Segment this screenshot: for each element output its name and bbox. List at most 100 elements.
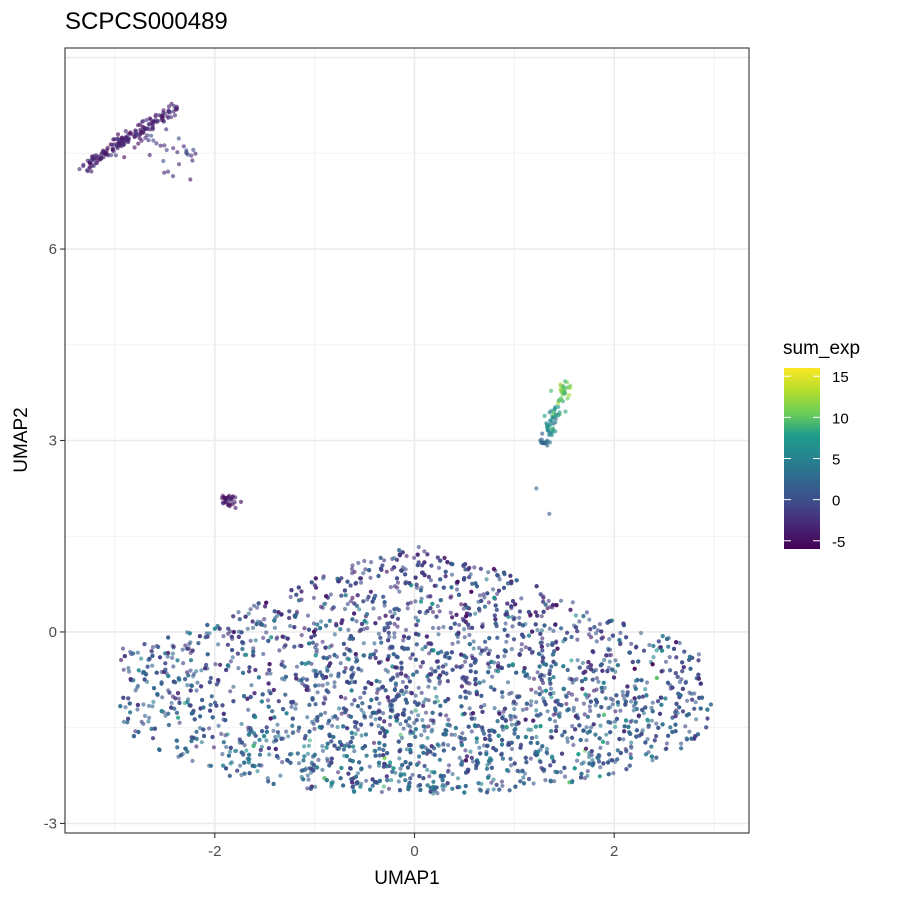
- data-point: [208, 702, 213, 707]
- data-point: [401, 634, 407, 639]
- data-point: [373, 621, 378, 626]
- data-point: [216, 678, 221, 683]
- data-point: [508, 713, 513, 719]
- data-point: [530, 629, 535, 634]
- data-point: [436, 675, 441, 680]
- data-point: [398, 721, 403, 727]
- data-point: [627, 650, 633, 655]
- data-point: [469, 589, 474, 594]
- data-point: [688, 666, 693, 671]
- data-point: [283, 674, 288, 679]
- data-point: [580, 686, 585, 692]
- data-point: [414, 718, 419, 723]
- data-point: [522, 666, 527, 671]
- data-point: [377, 746, 382, 751]
- data-point: [243, 614, 248, 619]
- data-point: [600, 739, 606, 744]
- data-point: [565, 739, 570, 744]
- data-point: [615, 663, 621, 668]
- data-point: [395, 674, 400, 679]
- data-point: [349, 667, 354, 672]
- data-point: [253, 638, 258, 643]
- data-point: [422, 549, 427, 554]
- data-point: [435, 742, 440, 747]
- data-point: [311, 721, 316, 727]
- data-point: [315, 690, 320, 695]
- data-point: [409, 691, 414, 696]
- data-point: [618, 641, 623, 647]
- data-point: [570, 724, 575, 729]
- data-point: [230, 494, 236, 499]
- data-point: [382, 734, 387, 739]
- data-point: [343, 696, 348, 701]
- data-point: [341, 783, 346, 788]
- data-point: [633, 719, 639, 724]
- data-point: [694, 717, 699, 722]
- data-point: [607, 752, 612, 757]
- data-point: [518, 779, 523, 784]
- data-point: [466, 724, 471, 729]
- data-point: [499, 665, 504, 671]
- data-point: [146, 703, 152, 709]
- data-point: [540, 744, 545, 749]
- data-point: [294, 592, 299, 597]
- data-point: [491, 787, 496, 792]
- data-point: [562, 729, 567, 735]
- data-point: [454, 612, 459, 618]
- data-point: [188, 658, 194, 663]
- data-point: [538, 759, 543, 765]
- data-point: [569, 692, 575, 697]
- data-point: [397, 589, 402, 594]
- data-point: [371, 606, 376, 611]
- data-point: [355, 780, 360, 785]
- data-point: [249, 683, 254, 688]
- data-point: [312, 726, 317, 732]
- data-point: [493, 617, 498, 622]
- data-point: [302, 626, 307, 631]
- data-point: [419, 690, 424, 696]
- data-point: [157, 747, 162, 752]
- data-point: [138, 130, 143, 135]
- data-point: [223, 766, 229, 771]
- data-point: [563, 637, 568, 642]
- data-point: [434, 614, 439, 619]
- data-point: [696, 672, 701, 677]
- data-point: [346, 627, 351, 633]
- data-point: [564, 701, 569, 707]
- data-point: [509, 581, 514, 586]
- data-point: [264, 738, 269, 743]
- data-point: [596, 713, 601, 718]
- data-point: [597, 753, 602, 758]
- data-point: [569, 735, 575, 740]
- data-point: [293, 702, 298, 707]
- data-point: [428, 641, 433, 646]
- data-point: [399, 671, 404, 676]
- data-point: [388, 760, 393, 765]
- data-point: [621, 737, 626, 742]
- data-point: [552, 719, 558, 724]
- data-point: [394, 557, 400, 563]
- data-point: [320, 748, 325, 754]
- data-point: [350, 617, 355, 622]
- data-point: [429, 744, 434, 749]
- data-point: [446, 717, 451, 722]
- data-point: [153, 114, 158, 119]
- data-point: [482, 703, 487, 708]
- data-point: [199, 668, 204, 673]
- data-point: [570, 600, 575, 605]
- data-point: [660, 722, 665, 727]
- data-point: [545, 642, 550, 648]
- data-point: [349, 688, 354, 693]
- data-point: [394, 665, 399, 670]
- data-point: [342, 743, 348, 749]
- data-point: [329, 760, 334, 765]
- data-point: [209, 694, 214, 699]
- data-point: [201, 727, 206, 732]
- data-point: [557, 410, 562, 415]
- data-point: [404, 689, 409, 695]
- data-point: [539, 677, 544, 683]
- data-point: [528, 756, 533, 761]
- data-point: [467, 575, 472, 580]
- data-point: [306, 627, 312, 632]
- data-point: [399, 665, 404, 670]
